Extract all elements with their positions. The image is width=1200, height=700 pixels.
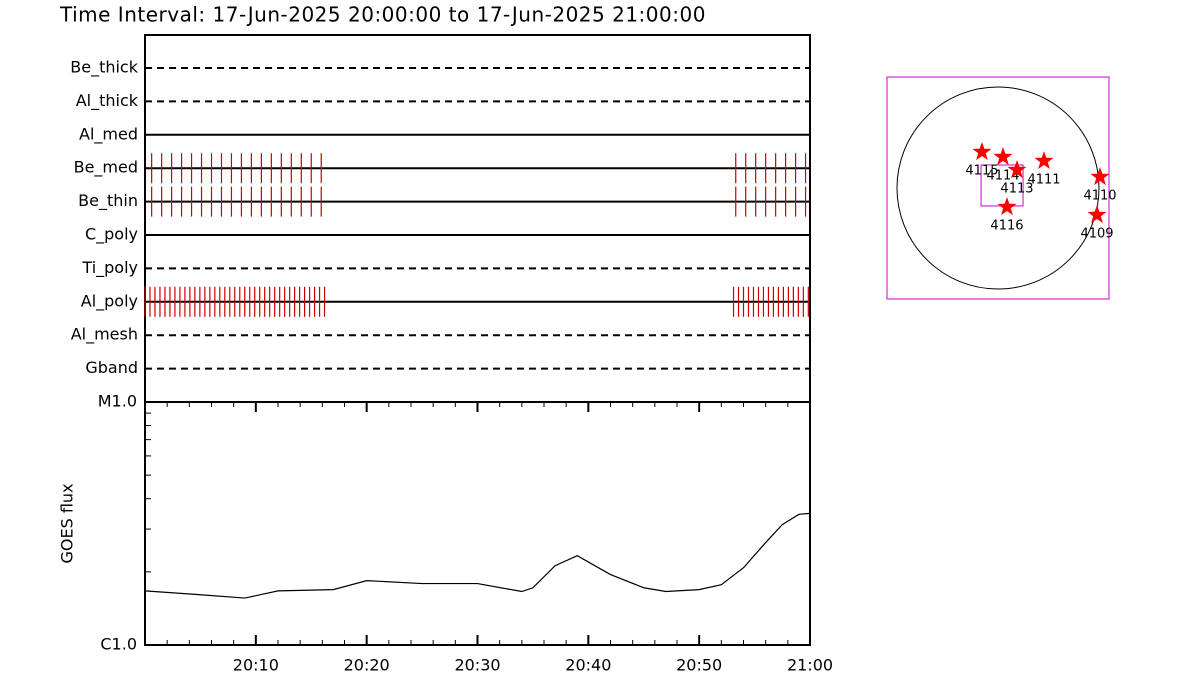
active-region-label: 4116 <box>990 218 1023 233</box>
active-region-star <box>997 197 1017 216</box>
filter-label: Gband <box>85 358 138 377</box>
active-region-label: 4115 <box>965 163 998 178</box>
active-region-star <box>972 142 992 161</box>
active-region-label: 4114 <box>986 169 1019 184</box>
y-tick-label: C1.0 <box>100 635 137 654</box>
filter-label: Al_thick <box>76 91 139 111</box>
x-tick-label: 20:50 <box>676 656 722 675</box>
active-region-star <box>1034 151 1054 169</box>
y-tick-label: M1.0 <box>98 392 137 411</box>
filter-label: C_poly <box>85 225 138 245</box>
active-region-star <box>1090 167 1110 186</box>
solar-limb <box>896 86 1100 290</box>
x-tick-label: 20:20 <box>344 656 390 675</box>
filter-label: Be_thin <box>78 191 138 211</box>
active-region-label: 4111 <box>1027 172 1060 187</box>
x-tick-label: 20:30 <box>454 656 500 675</box>
x-tick-label: 20:40 <box>565 656 611 675</box>
panel-frame <box>144 34 811 403</box>
filter-label: Be_thick <box>70 58 138 78</box>
active-region-label: 4110 <box>1083 189 1116 204</box>
x-tick-label: 21:00 <box>787 656 833 675</box>
y-axis-label: GOES flux <box>58 483 77 563</box>
filter-label: Al_poly <box>81 291 138 311</box>
active-region-star <box>993 147 1013 166</box>
active-region-label: 4113 <box>1000 182 1033 197</box>
active-region-star <box>1007 160 1027 179</box>
page-title: Time Interval: 17-Jun-2025 20:00:00 to 1… <box>59 3 706 27</box>
map-frame <box>886 76 1110 300</box>
x-tick-label: 20:10 <box>233 656 279 675</box>
filter-label: Ti_poly <box>81 258 138 278</box>
active-region-label: 4109 <box>1080 227 1113 242</box>
goes-flux-line <box>144 512 811 599</box>
filter-label: Be_med <box>74 158 138 178</box>
active-region-star <box>1087 205 1107 224</box>
filter-label: Al_med <box>79 124 138 144</box>
filter-label: Al_mesh <box>71 325 138 345</box>
panel-frame <box>144 401 811 646</box>
